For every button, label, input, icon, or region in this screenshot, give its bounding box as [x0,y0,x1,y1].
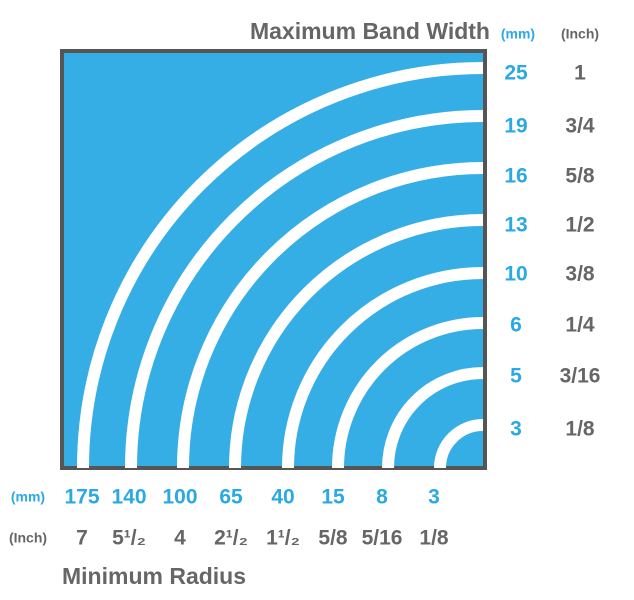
radius-inch: 1/8 [419,527,449,550]
radius-mm: 8 [376,486,388,509]
footer-title: Minimum Radius [62,563,246,589]
radius-inch: 2¹/₂ [214,527,248,550]
radius-mm: 3 [428,486,440,509]
radius-diagram [60,49,487,470]
band-width-mm: 10 [504,263,527,286]
band-width-inch: 3/8 [565,263,595,286]
band-width-mm: 13 [504,214,527,237]
radius-mm: 15 [321,486,345,509]
arc [125,110,484,469]
band-width-mm: 6 [510,314,522,337]
band-width-inch: 3/4 [565,115,595,138]
band-width-mm: 16 [504,165,527,188]
mm-unit: (mm) [501,26,535,42]
arc [332,317,484,469]
radius-mm: 65 [219,486,243,509]
radius-mm-unit: (mm) [11,489,45,505]
band-width-labels: 25 1 19 3/4 16 5/8 13 1/2 10 3/8 6 1/4 5 3/16 3 1/8 [504,62,600,441]
band-width-inch: 1 [574,62,586,85]
band-width-inch: 1/8 [565,418,595,441]
radius-inch: 5/8 [318,527,348,550]
radius-mm: 140 [111,486,146,509]
band-width-inch: 5/8 [565,165,595,188]
band-width-mm: 19 [504,115,527,138]
band-width-mm: 5 [510,365,522,388]
radius-inch: 7 [76,527,88,550]
radius-mm: 100 [162,486,197,509]
arc [382,367,484,469]
band-width-inch: 1/2 [565,214,594,237]
radius-inch: 4 [174,527,186,550]
radius-mm: 175 [64,486,99,509]
radius-inch: 1¹/₂ [266,527,300,550]
arc [229,214,484,469]
inch-unit: (Inch) [561,26,599,42]
band-width-inch: 1/4 [565,314,595,337]
band-width-inch: 3/16 [560,365,601,388]
arc [282,267,484,469]
radius-labels: (mm) (Inch) 175 7 140 5¹/₂ 100 4 65 2¹/₂ 40 1¹/₂ 1… [9,486,449,550]
radius-inch-unit: (Inch) [9,530,47,546]
radius-inch: 5¹/₂ [112,527,146,550]
header-title: Maximum Band Width [250,18,490,44]
band-width-mm: 3 [510,418,522,441]
radius-mm: 40 [271,486,294,509]
band-width-mm: 25 [504,62,528,85]
arc [434,419,484,469]
arc [77,62,484,469]
radius-inch: 5/16 [362,527,403,550]
arc [177,162,484,469]
